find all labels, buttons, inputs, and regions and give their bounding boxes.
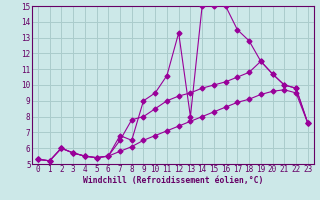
X-axis label: Windchill (Refroidissement éolien,°C): Windchill (Refroidissement éolien,°C): [83, 176, 263, 185]
